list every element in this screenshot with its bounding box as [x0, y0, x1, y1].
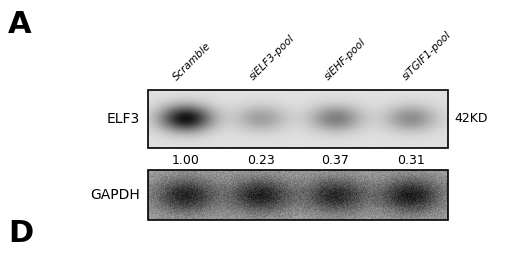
Text: A: A: [8, 10, 32, 39]
Bar: [148, 170, 448, 220]
Text: 0.23: 0.23: [247, 154, 274, 166]
Text: siEHF-pool: siEHF-pool: [323, 37, 368, 82]
Text: siTGIF1-pool: siTGIF1-pool: [401, 30, 453, 82]
Bar: [148, 90, 448, 148]
Text: D: D: [8, 219, 33, 248]
Text: Scramble: Scramble: [171, 40, 213, 82]
Text: siELF3-pool: siELF3-pool: [248, 33, 297, 82]
Text: 1.00: 1.00: [172, 154, 199, 166]
Text: 0.31: 0.31: [397, 154, 425, 166]
Text: GAPDH: GAPDH: [90, 188, 140, 202]
Text: 0.37: 0.37: [322, 154, 350, 166]
Text: 42KD: 42KD: [454, 112, 487, 125]
Text: ELF3: ELF3: [107, 112, 140, 126]
